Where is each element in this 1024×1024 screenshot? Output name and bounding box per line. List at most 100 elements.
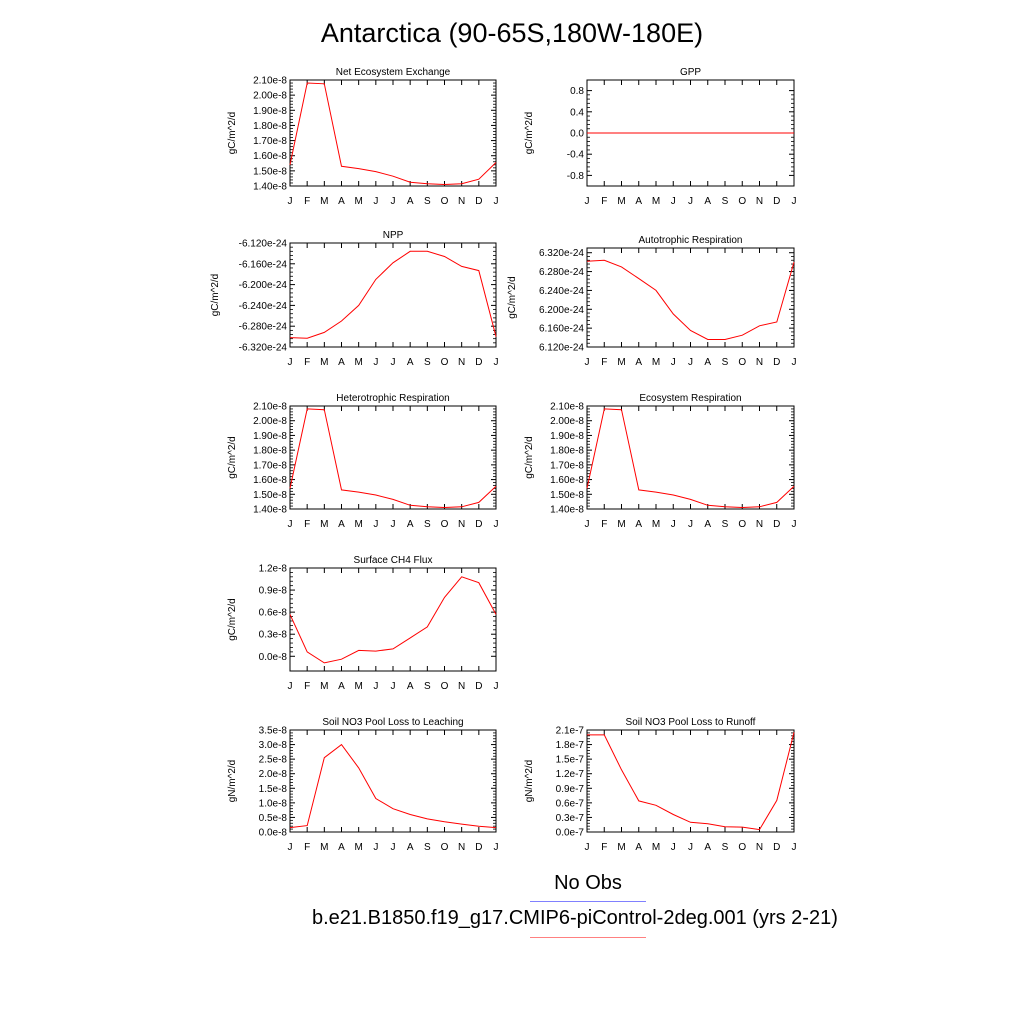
y-tick-label: 1.80e-8 — [550, 446, 584, 457]
plot-frame — [586, 729, 795, 833]
x-tick-label: J — [391, 842, 396, 853]
x-tick-label: M — [652, 519, 660, 530]
x-tick-label: J — [288, 519, 293, 530]
x-tick-label: J — [792, 519, 797, 530]
x-tick-label: M — [320, 842, 328, 853]
y-tick-label: 0.8 — [570, 86, 584, 97]
y-tick-label: 0.0e-8 — [259, 828, 288, 839]
y-axis-label: gC/m^2/d — [507, 276, 518, 319]
y-tick-label: 6.240e-24 — [539, 286, 584, 297]
y-tick-label: 0.6e-8 — [259, 608, 288, 619]
x-tick-label: J — [494, 842, 499, 853]
x-tick-label: A — [635, 357, 642, 368]
x-tick-label: A — [338, 196, 345, 207]
x-tick-label: A — [407, 842, 414, 853]
x-tick-label: J — [585, 357, 590, 368]
y-tick-label: 1.60e-8 — [253, 151, 287, 162]
x-tick-label: S — [722, 357, 729, 368]
x-tick-label: J — [688, 357, 693, 368]
x-tick-label: M — [354, 681, 362, 692]
x-tick-label: J — [688, 519, 693, 530]
plot-frame — [289, 79, 497, 187]
x-tick-label: M — [354, 519, 362, 530]
x-tick-label: S — [722, 842, 729, 853]
y-tick-label: 2.00e-8 — [253, 416, 287, 427]
panel-title: Surface CH4 Flux — [354, 555, 433, 566]
y-tick-label: 1.5e-8 — [259, 784, 288, 795]
x-tick-label: M — [652, 357, 660, 368]
plot-frame — [586, 247, 795, 348]
y-tick-label: 3.5e-8 — [259, 726, 288, 737]
x-tick-label: F — [304, 357, 310, 368]
x-tick-label: M — [320, 196, 328, 207]
y-tick-label: 2.5e-8 — [259, 755, 288, 766]
y-axis-label: gC/m^2/d — [524, 112, 535, 155]
y-axis-label: gC/m^2/d — [227, 598, 238, 641]
y-tick-label: 0.4 — [570, 107, 584, 118]
x-tick-label: F — [304, 681, 310, 692]
x-tick-label: J — [391, 357, 396, 368]
x-tick-label: A — [407, 519, 414, 530]
x-tick-label: M — [354, 357, 362, 368]
x-tick-label: A — [338, 681, 345, 692]
y-tick-label: 6.160e-24 — [539, 324, 584, 335]
x-tick-label: F — [304, 519, 310, 530]
x-tick-label: J — [373, 357, 378, 368]
x-tick-label: S — [424, 681, 431, 692]
series-line — [586, 259, 795, 340]
x-tick-label: J — [688, 196, 693, 207]
x-tick-label: M — [617, 196, 625, 207]
y-tick-label: 6.320e-24 — [539, 248, 584, 259]
x-tick-label: N — [458, 681, 465, 692]
chart-panel-4: Autotrophic Respiration gC/m^2/d 6.120e-24… — [507, 235, 797, 368]
y-tick-label: 6.120e-24 — [539, 343, 584, 354]
y-tick-label: 1.60e-8 — [253, 475, 287, 486]
chart-panel-3: NPP gC/m^2/d -6.320e-24 -6.280e-24 -6.240e-2… — [210, 230, 499, 368]
chart-panel-1: Net Ecosystem Exchange gC/m^2/d 1.40e-8 1.5… — [227, 67, 499, 207]
y-tick-label: 6.200e-24 — [539, 305, 584, 316]
x-tick-label: J — [391, 196, 396, 207]
y-tick-label: 1.2e-8 — [259, 564, 288, 575]
x-tick-label: A — [407, 357, 414, 368]
x-tick-label: M — [617, 842, 625, 853]
x-tick-label: F — [601, 196, 607, 207]
x-tick-label: A — [635, 842, 642, 853]
x-tick-label: D — [475, 681, 482, 692]
y-tick-label: 0.0e-8 — [259, 652, 288, 663]
y-tick-label: 1.40e-8 — [253, 182, 287, 193]
panel-title: GPP — [680, 67, 701, 78]
x-tick-label: A — [704, 196, 711, 207]
y-tick-label: 1.50e-8 — [253, 490, 287, 501]
legend-obs-label: No Obs — [554, 872, 622, 894]
x-tick-label: F — [304, 196, 310, 207]
x-tick-label: J — [373, 196, 378, 207]
y-tick-label: 2.0e-8 — [259, 769, 288, 780]
y-axis-label: gC/m^2/d — [227, 436, 238, 479]
series-line — [289, 82, 497, 186]
x-tick-label: J — [494, 681, 499, 692]
y-tick-label: -0.4 — [567, 150, 585, 161]
x-tick-label: J — [585, 842, 590, 853]
x-tick-label: J — [288, 681, 293, 692]
x-tick-label: N — [458, 357, 465, 368]
x-tick-label: A — [338, 357, 345, 368]
x-tick-label: D — [475, 196, 482, 207]
x-tick-label: J — [792, 842, 797, 853]
x-tick-label: F — [601, 357, 607, 368]
x-tick-label: J — [288, 196, 293, 207]
y-tick-label: 1.8e-7 — [556, 740, 585, 751]
y-tick-label: 3.0e-8 — [259, 740, 288, 751]
x-tick-label: O — [441, 357, 449, 368]
chart-panel-9: Soil NO3 Pool Loss to Runoff gN/m^2/d 0.0e… — [524, 717, 797, 853]
x-tick-label: J — [671, 357, 676, 368]
x-tick-label: D — [773, 196, 780, 207]
x-tick-label: N — [756, 842, 763, 853]
x-tick-label: M — [354, 196, 362, 207]
panel-title: Heterotrophic Respiration — [336, 393, 449, 404]
y-tick-label: 1.40e-8 — [253, 505, 287, 516]
legend-obs-line — [530, 901, 646, 902]
x-tick-label: J — [671, 196, 676, 207]
y-tick-label: 1.2e-7 — [556, 769, 585, 780]
